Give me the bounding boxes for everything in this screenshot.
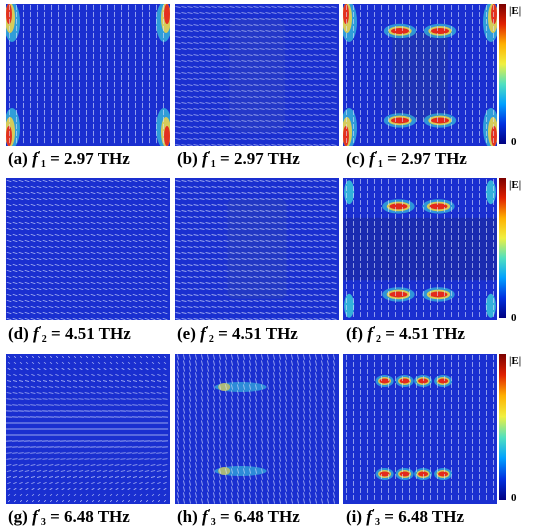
caption-i: (i) f'3 = 6.48 THz <box>346 507 464 530</box>
field-map-c <box>343 4 497 146</box>
caption-e: (e) f'2 = 4.51 THz <box>177 324 298 347</box>
caption-g: (g) f'3 = 6.48 THz <box>8 507 130 530</box>
colorbar-label-top-row2: |E| <box>509 179 521 191</box>
field-map-f <box>343 178 497 320</box>
panel-g <box>6 354 170 504</box>
field-map-e <box>175 178 339 320</box>
field-map-b <box>175 4 339 146</box>
panel-e <box>175 178 339 320</box>
panel-f <box>343 178 497 320</box>
field-map-h <box>175 354 339 504</box>
caption-h: (h) f'3 = 6.48 THz <box>177 507 300 530</box>
field-map-g <box>6 354 170 504</box>
caption-d: (d) f'2 = 4.51 THz <box>8 324 131 347</box>
caption-f: (f) f'2 = 4.51 THz <box>346 324 465 347</box>
panel-h <box>175 354 339 504</box>
colorbar-label-top-row3: |E| <box>509 355 521 367</box>
caption-c: (c) f'1 = 2.97 THz <box>346 149 467 172</box>
colorbar-row2 <box>499 178 506 318</box>
field-map-i <box>343 354 497 504</box>
colorbar-label-bottom-row3: 0 <box>511 492 517 504</box>
panel-d <box>6 178 170 320</box>
panel-a <box>6 4 170 146</box>
colorbar-label-bottom-row1: 0 <box>511 136 517 148</box>
caption-a: (a) f'1 = 2.97 THz <box>8 149 130 172</box>
colorbar-row3 <box>499 354 506 500</box>
colorbar-label-bottom-row2: 0 <box>511 312 517 324</box>
panel-i <box>343 354 497 504</box>
colorbar-row1 <box>499 4 506 144</box>
field-map-d <box>6 178 170 320</box>
field-map-a <box>6 4 170 146</box>
colorbar-label-top-row1: |E| <box>509 5 521 17</box>
panel-b <box>175 4 339 146</box>
caption-b: (b) f'1 = 2.97 THz <box>177 149 300 172</box>
panel-c <box>343 4 497 146</box>
